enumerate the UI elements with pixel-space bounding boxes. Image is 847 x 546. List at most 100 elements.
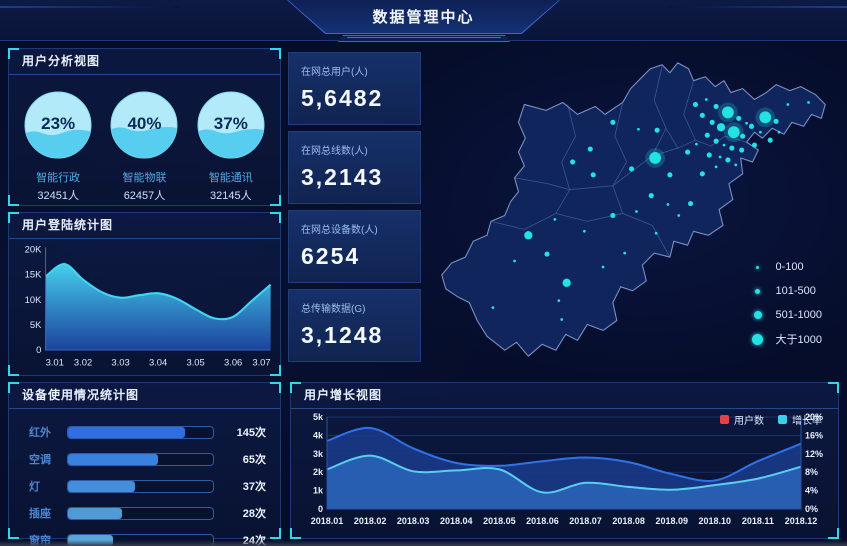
map-legend-label: 大于1000 (775, 334, 822, 346)
stat-value: 5,6482 (301, 85, 384, 111)
gauge-percent: 40% (127, 114, 162, 133)
legend-label: 用户数 (734, 416, 764, 427)
corner-decoration (290, 382, 301, 393)
svg-text:2018.10: 2018.10 (699, 516, 732, 526)
stat-card-total-data: 总传输数据(G) 3,1248 (288, 289, 421, 362)
panel-title-user-analysis: 用户分析视图 (9, 49, 280, 75)
login-area-chart: 0 5K 10K 15K 20K 3.01 3.02 3.03 3.04 3.05 3.06 3.07 (25, 244, 272, 368)
svg-text:3.05: 3.05 (186, 357, 204, 368)
svg-text:20K: 20K (25, 244, 42, 255)
stat-value: 6254 (301, 243, 361, 269)
corner-decoration (8, 382, 19, 393)
stat-label: 总传输数据(G) (301, 304, 366, 315)
growth-legend-item[interactable]: 增长率 (778, 412, 822, 427)
device-name: 空调 (29, 454, 51, 466)
svg-text:3.07: 3.07 (252, 357, 270, 368)
device-name: 红外 (29, 427, 51, 439)
map-legend-dot-icon (756, 265, 759, 269)
growth-area-chart: 0 0% 1k 4% 2k 8% 3k 12% 4k 16% 5k 20% 2018.01 2018.02… (311, 412, 823, 526)
gauge-comm: 37% 智能通讯 32145人 (191, 89, 271, 203)
svg-text:15K: 15K (25, 269, 42, 280)
corner-decoration (8, 48, 19, 59)
panel-user-analysis: 用户分析视图 23% 智能行政 32451人 (8, 48, 281, 206)
device-usage-value: 65次 (242, 454, 266, 466)
corner-decoration (270, 195, 281, 206)
panel-user-growth: 用户增长视图 用户数 增长率 0 0% 1k 4% 2k 8% 3k 12% 4k 16% 5k 20%… (290, 382, 839, 539)
stat-label: 在网总用户(人) (301, 67, 368, 78)
device-usage-value: 37次 (242, 481, 266, 493)
header-title-frame: 数据管理中心 (287, 0, 560, 34)
svg-text:3.02: 3.02 (74, 357, 92, 368)
map-legend-label: 501-1000 (775, 309, 823, 321)
stat-card-total-devices: 在网总设备数(人) 6254 (288, 210, 421, 283)
device-bar-fill (68, 426, 186, 438)
map-legend-dot-icon (753, 311, 762, 319)
svg-text:10K: 10K (25, 294, 42, 305)
svg-text:3.01: 3.01 (46, 357, 64, 368)
device-bar-fill (68, 480, 135, 492)
legend-swatch-icon (720, 415, 729, 424)
corner-decoration (270, 382, 281, 393)
device-usage-value: 28次 (242, 508, 266, 520)
gauge-iot: 40% 智能物联 62457人 (104, 89, 184, 203)
gauge-count: 32451人 (37, 190, 79, 202)
legend-swatch-icon (778, 415, 787, 424)
liquid-gauge-icon (24, 91, 92, 159)
svg-text:2018.06: 2018.06 (526, 516, 559, 526)
stat-label: 在网总设备数(人) (301, 225, 378, 236)
corner-decoration (270, 528, 281, 539)
svg-text:5k: 5k (313, 412, 324, 422)
corner-decoration (8, 195, 19, 206)
gauge-percent: 23% (41, 114, 76, 133)
device-bar-row: 红外 145次 (29, 421, 266, 443)
map-legend-item: 501-1000 (750, 303, 823, 327)
svg-text:8%: 8% (805, 467, 818, 477)
liquid-gauge-icon (110, 91, 178, 159)
svg-text:3.03: 3.03 (111, 357, 129, 368)
stat-value: 3,1248 (301, 322, 384, 348)
header-left-decoration (0, 6, 180, 8)
panel-device-usage: 设备使用情况统计图 红外145次空调65次灯37次插座28次窗帘24次 (8, 382, 281, 546)
device-bar-row: 灯 37次 (29, 475, 266, 497)
device-bar-row: 空调 65次 (29, 448, 266, 470)
stat-label: 在网总线数(人) (301, 146, 368, 157)
header-bar: 数据管理中心 (0, 0, 847, 42)
corner-decoration (8, 528, 19, 539)
corner-decoration (8, 365, 19, 376)
svg-text:3.04: 3.04 (149, 357, 167, 368)
gauge-percent: 37% (213, 114, 248, 133)
svg-text:2018.01: 2018.01 (311, 516, 344, 526)
panel-title-user-growth: 用户增长视图 (291, 383, 838, 409)
svg-text:5K: 5K (30, 319, 42, 330)
svg-text:2018.12: 2018.12 (785, 516, 818, 526)
province-internal-borders (490, 66, 747, 258)
svg-text:2018.02: 2018.02 (354, 516, 387, 526)
legend-label: 增长率 (792, 416, 822, 427)
panel-login-stats: 用户登陆统计图 0 5K 10K 15K 20K 3.01 3.02 3.03 3.04 3.05… (8, 212, 281, 376)
svg-text:2018.03: 2018.03 (397, 516, 430, 526)
svg-text:4%: 4% (805, 486, 818, 496)
liquid-gauges: 23% 智能行政 32451人 40% 智能物联 62457人 (9, 75, 280, 203)
map-legend-item: 101-500 (750, 279, 823, 303)
gauge-name: 智能通讯 (208, 172, 253, 184)
corner-decoration (290, 528, 301, 539)
map-legend: 0-100 101-500 501-1000 大于1000 (750, 255, 823, 351)
map-legend-label: 0-100 (775, 261, 804, 273)
device-bar-row: 插座 28次 (29, 502, 266, 524)
gauge-name: 智能物联 (122, 172, 167, 184)
stat-card-total-lines: 在网总线数(人) 3,2143 (288, 131, 421, 204)
growth-chart-legend: 用户数 增长率 (720, 412, 822, 427)
gauge-admin: 23% 智能行政 32451人 (18, 89, 98, 203)
growth-legend-item[interactable]: 用户数 (720, 412, 764, 427)
device-bar-chart: 红外145次空调65次灯37次插座28次窗帘24次 (9, 409, 280, 546)
corner-decoration (828, 528, 839, 539)
header-right-decoration (667, 6, 847, 8)
svg-text:0: 0 (318, 504, 323, 514)
corner-decoration (828, 382, 839, 393)
device-name: 灯 (29, 481, 40, 493)
svg-text:2018.05: 2018.05 (483, 516, 516, 526)
svg-text:16%: 16% (805, 430, 823, 440)
map-legend-item: 大于1000 (750, 327, 823, 351)
corner-decoration (8, 212, 19, 223)
gauge-count: 62457人 (123, 190, 166, 202)
